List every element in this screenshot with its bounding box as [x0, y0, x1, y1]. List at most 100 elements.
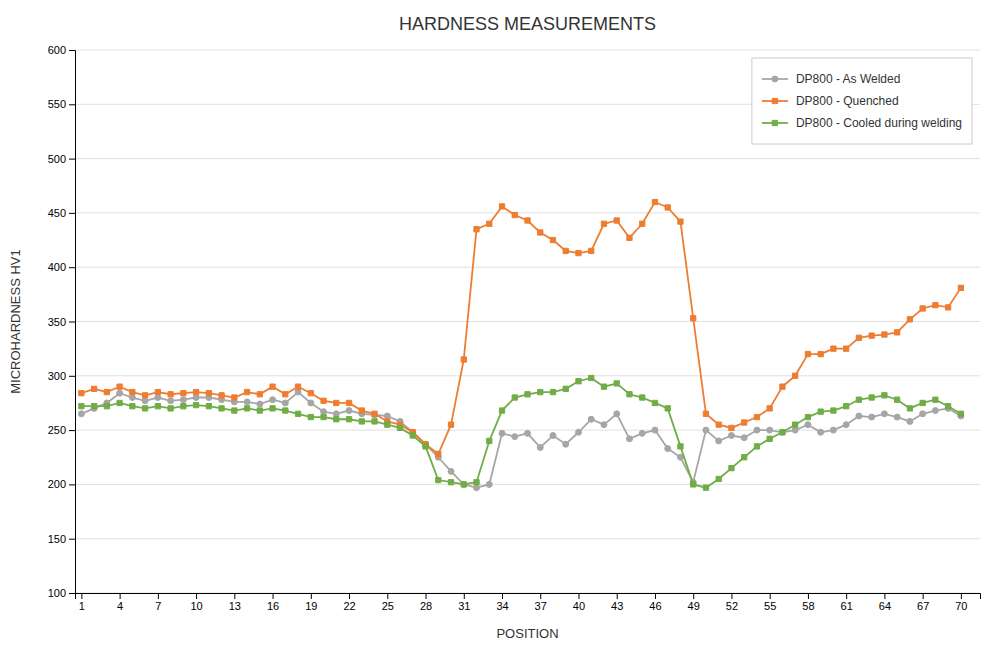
tick-mark [540, 593, 541, 599]
tick-label: 500 [48, 153, 66, 165]
marker [181, 391, 186, 396]
marker [805, 351, 810, 356]
marker [729, 425, 734, 430]
marker [793, 422, 798, 427]
tick-label: 550 [48, 98, 66, 110]
marker [831, 408, 836, 413]
tick-label: 28 [420, 600, 432, 612]
marker [742, 455, 747, 460]
tick-label: 300 [48, 370, 66, 382]
marker [308, 400, 314, 406]
marker [754, 427, 760, 433]
line [81, 202, 961, 454]
tick-mark [69, 593, 75, 594]
marker [244, 389, 249, 394]
marker [907, 317, 912, 322]
marker [920, 400, 925, 405]
tick-mark [81, 593, 82, 599]
marker [193, 389, 198, 394]
marker [308, 391, 313, 396]
marker [346, 417, 351, 422]
marker [856, 335, 861, 340]
tick: 40 [573, 593, 585, 612]
marker [652, 427, 658, 433]
marker [907, 418, 913, 424]
grid-line [75, 267, 980, 268]
marker [397, 425, 402, 430]
tick-label: 19 [305, 600, 317, 612]
marker [155, 395, 161, 401]
marker [601, 221, 606, 226]
marker [538, 389, 543, 394]
marker [117, 390, 123, 396]
marker [843, 422, 849, 428]
tick-label: 46 [649, 600, 661, 612]
tick-label: 10 [190, 600, 202, 612]
marker [117, 384, 122, 389]
marker [639, 430, 645, 436]
marker [180, 397, 186, 403]
marker [384, 413, 390, 419]
marker [130, 389, 135, 394]
marker [461, 357, 466, 362]
marker [716, 422, 721, 427]
y-axis-title: MICROHARDNESS HV1 [8, 249, 23, 393]
tick-label: 67 [917, 600, 929, 612]
tick-label: 40 [573, 600, 585, 612]
marker [601, 422, 607, 428]
marker [640, 395, 645, 400]
tick: 61 [841, 593, 853, 612]
marker [869, 395, 874, 400]
legend-items: DP800 - As WeldedDP800 - QuenchedDP800 -… [762, 72, 962, 130]
marker [895, 397, 900, 402]
tick-mark [731, 593, 732, 599]
marker [754, 414, 759, 419]
marker [525, 392, 530, 397]
marker [589, 375, 594, 380]
marker [754, 444, 759, 449]
marker [652, 400, 657, 405]
marker [805, 422, 811, 428]
tick: 300 [48, 370, 75, 382]
tick-label: 55 [764, 600, 776, 612]
series [78, 389, 963, 491]
y-axis: 100150200250300350400450500550600 [48, 44, 76, 599]
marker [270, 384, 275, 389]
marker [308, 414, 313, 419]
marker [270, 406, 275, 411]
marker [550, 389, 555, 394]
marker [117, 400, 122, 405]
marker [410, 433, 415, 438]
tick-mark [69, 159, 75, 160]
marker [716, 476, 721, 481]
marker [881, 411, 887, 417]
tick: 250 [48, 424, 75, 436]
tick-mark [158, 593, 159, 599]
grid-line [75, 50, 980, 51]
marker [79, 391, 84, 396]
tick-label: 16 [267, 600, 279, 612]
tick-label: 350 [48, 316, 66, 328]
marker [206, 404, 211, 409]
marker [576, 429, 582, 435]
line [81, 378, 961, 488]
marker [321, 398, 326, 403]
legend-marker [772, 76, 778, 82]
marker [334, 417, 339, 422]
marker [257, 392, 262, 397]
marker [665, 205, 670, 210]
marker [958, 285, 963, 290]
marker [129, 395, 135, 401]
marker [830, 427, 836, 433]
marker [691, 482, 696, 487]
marker [626, 436, 632, 442]
tick: 600 [48, 44, 75, 56]
marker [282, 400, 288, 406]
marker [869, 414, 875, 420]
tick-mark [69, 539, 75, 540]
tick-mark [617, 593, 618, 599]
chart: 1471013161922252831343740434649525558616… [0, 0, 1000, 653]
legend-label: DP800 - Quenched [796, 94, 899, 108]
marker [257, 408, 262, 413]
marker [334, 400, 339, 405]
